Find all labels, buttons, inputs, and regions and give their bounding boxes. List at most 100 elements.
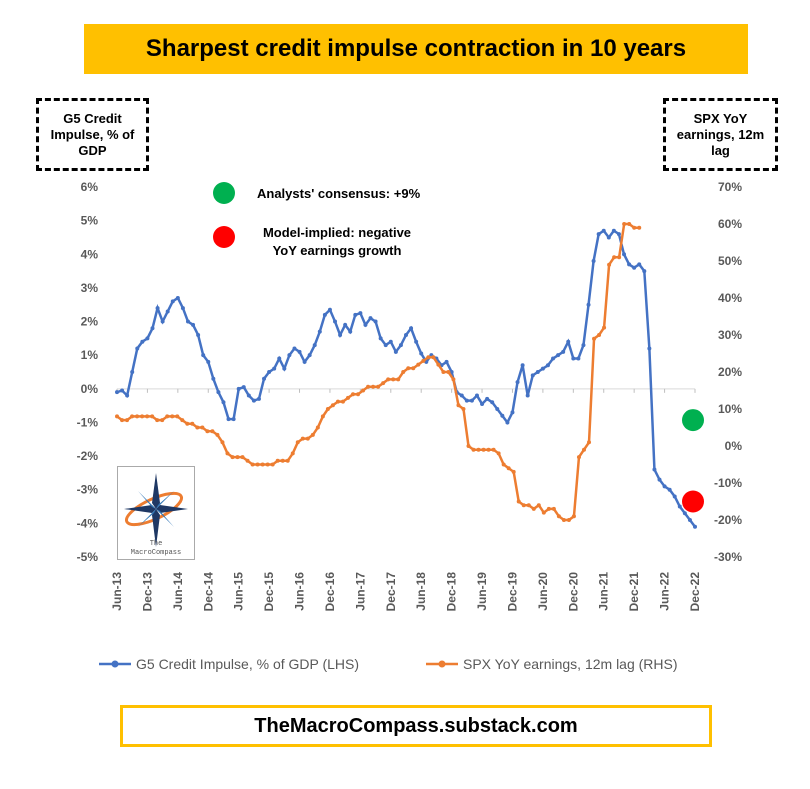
series-point-1 <box>446 370 451 374</box>
series-point-0 <box>201 353 206 358</box>
x-tick-label: Dec-22 <box>688 572 702 612</box>
series-point-0 <box>226 417 231 422</box>
series-point-1 <box>315 425 320 430</box>
series-point-1 <box>426 355 431 360</box>
series-point-1 <box>391 377 396 382</box>
x-tick-label: Dec-19 <box>505 572 519 612</box>
series-point-0 <box>530 373 535 378</box>
series-point-0 <box>677 504 682 509</box>
series-point-1 <box>481 447 486 452</box>
series-point-1 <box>165 414 170 419</box>
series-point-0 <box>383 343 388 348</box>
series-point-0 <box>596 232 601 237</box>
series-point-0 <box>611 228 616 233</box>
x-tick-label: Dec-13 <box>140 572 154 612</box>
series-point-1 <box>345 395 350 400</box>
chart-title: Sharpest credit impulse contraction in 1… <box>84 24 748 74</box>
series-point-1 <box>305 436 310 441</box>
series-point-0 <box>581 343 586 348</box>
series-point-1 <box>436 362 441 367</box>
series-point-1 <box>255 462 260 467</box>
series-point-1 <box>180 418 185 423</box>
x-tick-label: Dec-16 <box>323 572 337 612</box>
series-point-0 <box>444 359 449 364</box>
series-point-1 <box>592 336 597 341</box>
series-point-0 <box>211 376 216 381</box>
series-point-0 <box>312 343 317 348</box>
series-point-1 <box>501 462 506 467</box>
series-point-1 <box>260 462 265 467</box>
series-point-1 <box>581 447 586 452</box>
footer-link[interactable]: TheMacroCompass.substack.com <box>120 705 712 747</box>
series-line-1 <box>116 222 640 522</box>
legend: G5 Credit Impulse, % of GDP (LHS) SPX YoY… <box>99 656 678 672</box>
series-point-0 <box>601 228 606 233</box>
series-point-1 <box>325 407 330 411</box>
series-point-0 <box>302 359 307 364</box>
compass-icon: The MacroCompass <box>124 473 188 557</box>
series-point-0 <box>642 269 647 274</box>
series-point-0 <box>571 356 576 361</box>
series-point-1 <box>546 506 551 511</box>
y-left-tick-label: 3% <box>81 281 99 295</box>
series-point-0 <box>464 398 469 403</box>
series-point-0 <box>282 366 287 371</box>
y-left-tick-label: 6% <box>81 180 99 194</box>
series-point-0 <box>363 322 368 327</box>
series-point-0 <box>236 386 241 391</box>
series-point-0 <box>561 349 566 354</box>
series-point-1 <box>622 222 627 226</box>
series-point-0 <box>606 235 611 240</box>
series-point-0 <box>622 252 627 257</box>
model-legend-dot <box>213 226 235 248</box>
series-point-1 <box>230 455 235 460</box>
series-point-1 <box>356 392 361 397</box>
x-tick-label: Jun-18 <box>414 572 428 611</box>
series-point-1 <box>366 384 371 389</box>
y-right-tick-label: 20% <box>718 365 742 379</box>
series-point-0 <box>469 398 474 403</box>
right-axis-title: SPX YoY earnings, 12m lag <box>663 98 778 171</box>
x-ticks: Jun-13 Dec-13 Jun-14 Dec-14 Jun-15 Dec-15 Jun-… <box>110 388 702 612</box>
series-point-0 <box>525 393 530 398</box>
series-point-1 <box>280 458 285 463</box>
series-point-0 <box>398 343 403 348</box>
series-point-1 <box>170 414 175 419</box>
x-tick-label: Jun-17 <box>353 572 367 611</box>
series-point-0 <box>165 309 170 314</box>
series-point-0 <box>545 363 550 368</box>
series-point-1 <box>335 399 340 404</box>
series-point-0 <box>576 356 581 361</box>
series-point-0 <box>277 356 282 361</box>
series-point-1 <box>115 414 119 419</box>
series-point-0 <box>388 339 393 344</box>
series-point-1 <box>632 225 637 230</box>
series-point-0 <box>130 370 135 374</box>
series-point-0 <box>566 339 571 344</box>
series-point-0 <box>404 333 408 337</box>
series-point-1 <box>155 418 160 423</box>
series-point-0 <box>687 518 692 522</box>
series-point-0 <box>145 336 150 341</box>
legend-blue-dot <box>111 660 119 668</box>
y-left-tick-label: 4% <box>81 247 99 261</box>
series-point-1 <box>150 414 155 419</box>
series-point-0 <box>231 417 236 422</box>
x-tick-label: Jun-19 <box>475 572 489 611</box>
series-point-0 <box>327 307 332 312</box>
series-point-1 <box>125 418 130 423</box>
series-point-1 <box>320 414 325 419</box>
y-left-tick-label: 5% <box>81 214 99 228</box>
series-point-0 <box>627 262 632 267</box>
x-tick-label: Dec-15 <box>262 572 276 612</box>
series-point-1 <box>496 451 501 456</box>
series-point-1 <box>160 418 165 423</box>
series-point-0 <box>551 356 556 361</box>
series-point-1 <box>376 384 381 389</box>
x-tick-label: Jun-22 <box>658 572 672 611</box>
series-point-1 <box>205 429 210 434</box>
series-point-0 <box>515 380 520 385</box>
y-right-tick-label: 40% <box>718 291 742 305</box>
series-point-0 <box>520 363 525 368</box>
series-point-1 <box>587 440 592 445</box>
